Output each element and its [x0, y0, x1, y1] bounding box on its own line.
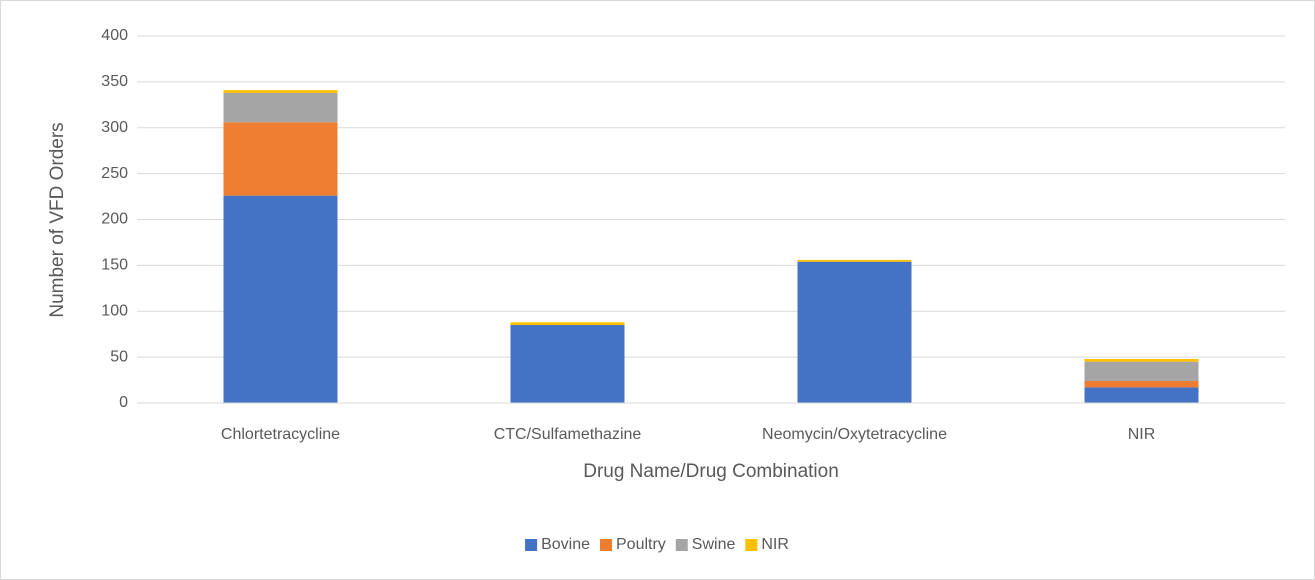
legend-swatch	[675, 539, 688, 551]
bar-segment	[1084, 358, 1199, 362]
legend-swatch	[745, 539, 758, 551]
bar-segment	[1084, 380, 1199, 388]
bar-segment	[223, 92, 338, 123]
bar-segment	[797, 261, 912, 403]
bar-segment	[797, 259, 912, 262]
bar-segment	[1084, 361, 1199, 381]
legend-label: Swine	[692, 536, 736, 553]
y-tick-label: 300	[101, 119, 128, 136]
y-tick-label: 50	[110, 348, 128, 365]
legend: Bovine Poultry Swine NIR	[525, 536, 789, 553]
legend-swatch	[599, 539, 612, 551]
legend-swatch	[525, 539, 538, 551]
bar-segment	[1084, 387, 1199, 403]
x-tick-label: NIR	[1128, 426, 1156, 443]
x-tick-label: CTC/Sulfamethazine	[494, 426, 642, 443]
x-tick-label: Neomycin/Oxytetracycline	[762, 426, 947, 443]
y-tick-label: 400	[101, 27, 128, 44]
x-axis-title: Drug Name/Drug Combination	[583, 461, 839, 482]
bar-segment	[510, 322, 625, 326]
y-tick-label: 150	[101, 257, 128, 274]
bar-segment	[223, 122, 338, 196]
y-tick-label: 0	[119, 394, 128, 411]
y-tick-label: 100	[101, 302, 128, 319]
y-tick-label: 350	[101, 73, 128, 90]
legend-label: Bovine	[541, 536, 590, 553]
x-tick-label: Chlortetracycline	[221, 426, 340, 443]
bar-segment	[223, 195, 338, 403]
y-axis-title: Number of VFD Orders	[47, 122, 68, 317]
bar-segment	[510, 325, 625, 403]
legend-label: NIR	[761, 536, 789, 553]
bar-segment	[223, 90, 338, 93]
y-tick-label: 200	[101, 211, 128, 228]
y-tick-label: 250	[101, 165, 128, 182]
legend-label: Poultry	[616, 536, 666, 553]
